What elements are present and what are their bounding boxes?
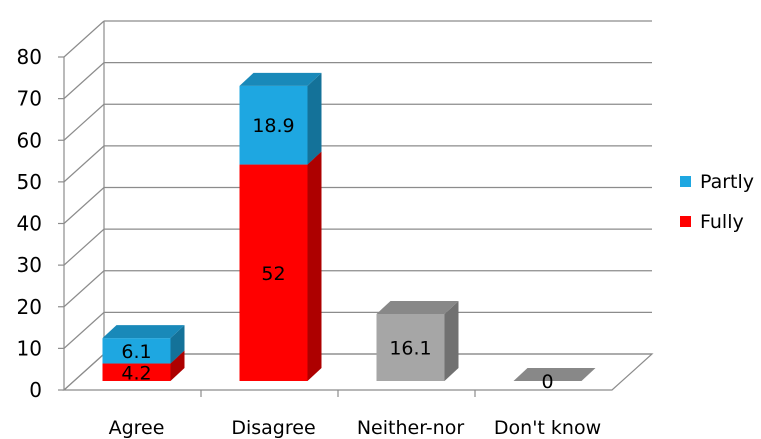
x-category-label: Disagree: [231, 417, 315, 439]
legend-label: Partly: [700, 171, 754, 193]
chart-legend: Partly Fully: [680, 171, 754, 233]
y-tick-label: 50: [17, 170, 42, 194]
gridline-diagonal: [63, 62, 105, 100]
bar-top: [513, 368, 596, 381]
bar-front: [376, 313, 445, 381]
y-tick-label: 60: [17, 128, 42, 152]
y-tick-label: 40: [17, 212, 42, 236]
bar-front: [239, 164, 308, 381]
data-label: 4.2: [121, 362, 151, 384]
x-category-label: Don't know: [494, 417, 601, 439]
gridline-diagonal: [63, 20, 105, 58]
y-tick-label: 20: [17, 295, 42, 319]
legend-label: Fully: [700, 211, 744, 233]
data-label: 52: [261, 263, 285, 285]
bar-side: [170, 325, 185, 364]
gridline-diagonal: [63, 145, 105, 183]
legend-swatch: [680, 216, 691, 227]
x-category-label: Agree: [109, 417, 165, 439]
bar-front: [102, 338, 171, 364]
bar-top: [376, 300, 459, 314]
gridline-diagonal: [63, 187, 105, 224]
bar-side: [307, 72, 322, 165]
gridline-diagonal: [63, 311, 105, 349]
gridline-diagonal: [63, 270, 105, 308]
gridline-diagonal: [63, 103, 105, 141]
y-tick-label: 70: [17, 87, 42, 111]
chart-bars: [102, 72, 596, 381]
y-tick-label: 30: [17, 253, 42, 277]
bar-top: [239, 72, 322, 86]
bar-top: [102, 325, 185, 339]
data-label: 6.1: [121, 341, 151, 363]
chart-gridlines: [63, 20, 652, 391]
legend-swatch: [680, 176, 691, 187]
chart-axes: 0 10 20 30 40 50 60 70 80 Agree Disagree Neither-no…: [17, 21, 654, 439]
data-label: 16.1: [389, 337, 431, 359]
gridline-diagonal: [63, 228, 105, 266]
bar-front: [239, 85, 308, 165]
bar-side: [307, 151, 322, 381]
bar-side: [170, 350, 185, 381]
y-tick-label: 0: [29, 378, 42, 402]
data-label: 0: [541, 371, 553, 393]
chart-floor: [62, 353, 654, 391]
bar-front: [102, 363, 171, 381]
y-tick-label: 80: [17, 45, 42, 69]
x-category-label: Neither-nor: [357, 417, 464, 439]
bar-side: [444, 300, 459, 381]
chart-labels: 4.26.1 52 18.9 16.1 0: [121, 115, 553, 393]
y-tick-label: 10: [17, 336, 42, 360]
data-label: 18.9: [252, 115, 294, 137]
